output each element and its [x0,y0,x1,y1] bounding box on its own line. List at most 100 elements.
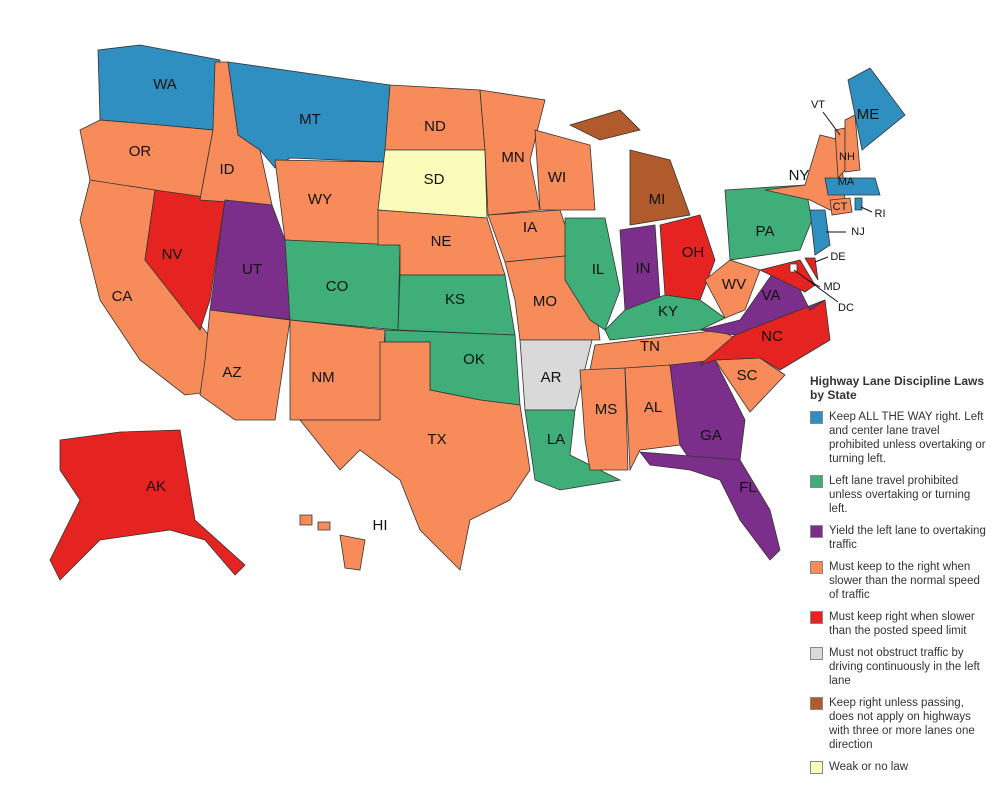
state-label: PA [756,223,775,240]
state-label: WI [548,169,566,186]
state-label: MO [533,293,557,310]
legend-swatch [810,647,823,660]
legend-label: Must keep to the right when slower than … [829,561,980,601]
state-label: WY [308,191,332,208]
state-shape [299,341,531,571]
state-label: GA [700,427,722,444]
state-label: IN [636,260,651,277]
state-shape [847,67,906,151]
legend-label: Keep right unless passing, does not appl… [829,697,975,751]
state-label: WV [722,276,746,293]
state-label: SC [737,367,758,384]
state-label: NJ [851,226,864,238]
state-label: FL [739,479,757,496]
legend-item: Keep right unless passing, does not appl… [810,696,990,752]
legend: Highway Lane Discipline Laws by State Ke… [810,374,990,782]
state-shape [724,184,813,261]
state-label: NM [311,369,334,386]
legend-item: Yield the left lane to overtaking traffi… [810,524,990,552]
state-label: KY [658,303,678,320]
legend-label: Weak or no law [829,761,909,773]
legend-swatch [810,611,823,624]
legend-item: Keep ALL THE WAY right. Left and center … [810,410,990,466]
legend-item: Must keep to the right when slower than … [810,560,990,602]
legend-title: Highway Lane Discipline Laws by State [810,374,985,402]
state-shape [604,294,726,341]
state-label: MN [501,149,524,166]
legend-item: Must keep right when slower than the pos… [810,610,990,638]
state-shape [299,514,366,571]
state-label: TX [427,431,446,448]
state-label: WA [153,76,177,93]
legend-label: Yield the left lane to overtaking traffi… [829,525,986,551]
state-label: DE [830,251,845,263]
state-label: HI [373,517,388,534]
state-label: MI [649,191,666,208]
state-label: IA [523,219,537,236]
state-shape [289,319,386,421]
state-label: NV [162,246,183,263]
state-label: AL [644,399,662,416]
state-label: AR [541,369,562,386]
state-label: NY [789,167,810,184]
state-label: OH [682,244,705,261]
state-label: MD [823,281,840,293]
legend-item: Left lane travel prohibited unless overt… [810,474,990,516]
state-shape [199,309,291,421]
legend-swatch [810,475,823,488]
state-shape [487,209,576,263]
leader-line [814,256,829,263]
leader-line [793,269,839,303]
legend-swatch [810,411,823,424]
legend-swatch [810,761,823,774]
state-label: VA [762,287,781,304]
state-shape [568,109,691,226]
legend-swatch [810,525,823,538]
state-label: NE [431,233,452,250]
legend-label: Must not obstruct traffic by driving con… [829,647,980,687]
state-label: AK [146,478,166,495]
state-label: ME [857,106,880,123]
state-shape [844,114,861,173]
state-shape [624,364,681,472]
state-label: RI [875,208,886,220]
legend-label: Must keep right when slower than the pos… [829,611,975,637]
state-shape [854,197,863,211]
state-label: UT [242,261,262,278]
state-shape [579,367,629,471]
state-label: IL [592,261,605,278]
state-shape [829,197,853,216]
state-shape [704,259,761,319]
state-shape [49,429,246,581]
leader-line [860,206,873,213]
state-label: NH [839,151,855,163]
state-label: ND [424,118,446,135]
state-label: TN [640,338,660,355]
state-label: CT [833,201,848,213]
state-label: MT [299,111,321,128]
legend-swatch [810,697,823,710]
legend-item: Weak or no law [810,760,990,774]
legend-label: Left lane travel prohibited unless overt… [829,475,971,515]
state-label: SD [424,171,445,188]
state-label: MS [595,401,618,418]
state-label: OR [129,143,152,160]
state-label: OK [463,351,485,368]
state-label: VT [811,99,825,111]
state-label: CA [112,288,133,305]
state-shape [824,177,881,196]
state-shape [534,129,596,211]
state-label: LA [547,431,565,448]
legend-label: Keep ALL THE WAY right. Left and center … [829,411,986,465]
state-label: MA [838,176,855,188]
state-shape [809,209,831,256]
state-label: DC [838,302,854,314]
state-label: NC [761,328,783,345]
legend-swatch [810,561,823,574]
state-label: ID [220,161,235,178]
state-label: CO [326,278,349,295]
legend-item: Must not obstruct traffic by driving con… [810,646,990,688]
leader-line [822,111,841,136]
